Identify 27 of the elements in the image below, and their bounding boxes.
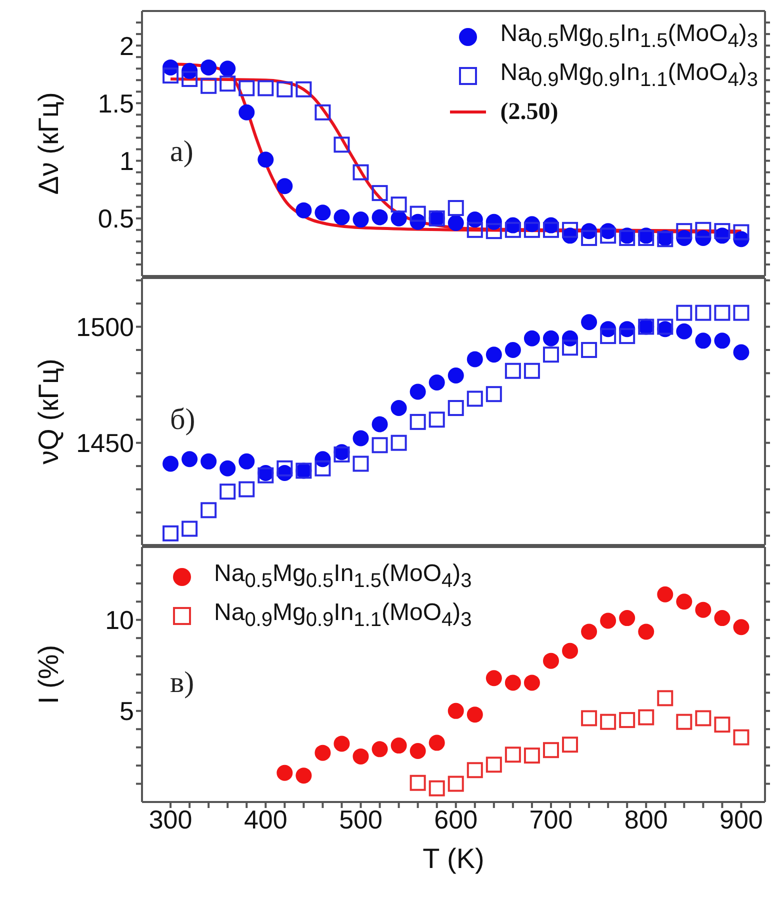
x-tick-label: 300 — [148, 804, 192, 834]
y-tick-label: 1.5 — [98, 88, 134, 118]
y-axis-title: Δν (кГц) — [32, 92, 64, 195]
x-tick-label: 700 — [529, 804, 573, 834]
text: Na$_{0.5}$Mg$_{0.5}$In$_{1.5}$(MoO$_{4}$)$_{3}$ — [214, 560, 472, 592]
y-tick-label: 1500 — [76, 312, 134, 342]
y-tick-label: 10 — [105, 605, 134, 636]
y-axis-title: I (%) — [32, 644, 64, 704]
y-tick-label: 2 — [120, 30, 134, 61]
x-tick-label: 600 — [434, 804, 478, 834]
x-axis-title: T (K) — [422, 843, 484, 874]
annotation: в) — [170, 666, 194, 700]
x-tick-label: 800 — [624, 804, 668, 834]
y-tick-label: 1 — [120, 146, 134, 176]
text: Na$_{0.9}$Mg$_{0.9}$In$_{1.1}$(MoO$_{4}$)$_{3}$ — [214, 598, 472, 631]
text: Na$_{0.9}$Mg$_{0.9}$In$_{1.1}$(MoO$_{4}$)$_{3}$ — [500, 58, 758, 91]
text: Na$_{0.5}$Mg$_{0.5}$In$_{1.5}$(MoO$_{4}$)$_{3}$ — [500, 20, 758, 52]
x-tick-label: 400 — [244, 804, 288, 834]
y-tick-label: 0.5 — [98, 204, 134, 234]
y-tick-label: 5 — [120, 696, 134, 726]
y-axis-title: νQ (кГц) — [32, 358, 64, 464]
legend-label: (2.50) — [500, 98, 558, 127]
y-tick-label: 1450 — [76, 428, 134, 458]
x-tick-label: 900 — [720, 804, 763, 834]
annotation: а) — [170, 135, 194, 170]
x-tick-label: 500 — [339, 804, 382, 834]
annotation: б) — [170, 402, 196, 437]
